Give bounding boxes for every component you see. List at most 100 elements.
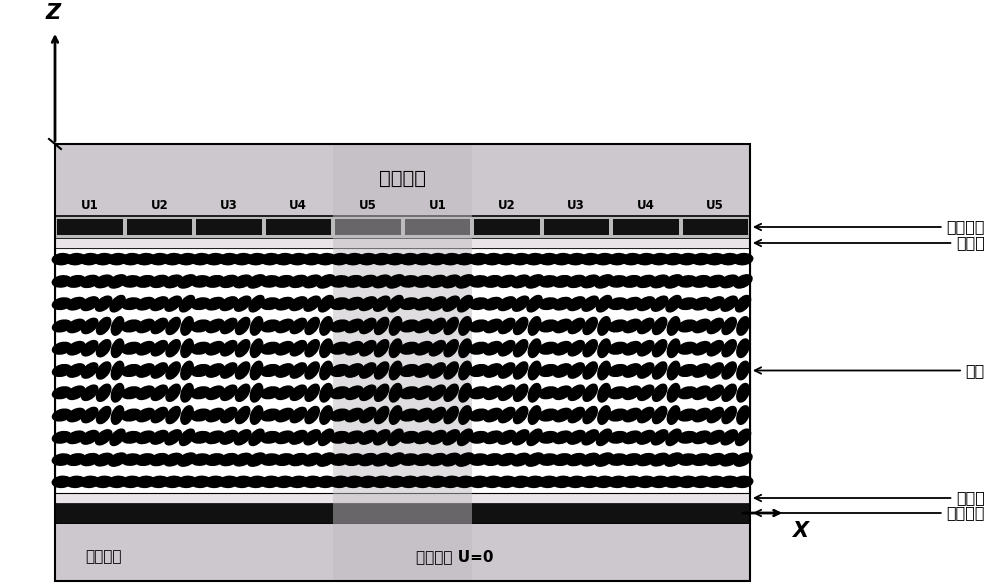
Ellipse shape xyxy=(330,386,350,400)
Ellipse shape xyxy=(706,407,724,424)
Ellipse shape xyxy=(538,386,559,400)
Ellipse shape xyxy=(52,431,72,444)
Ellipse shape xyxy=(733,274,753,289)
Ellipse shape xyxy=(413,297,433,311)
Ellipse shape xyxy=(205,363,224,378)
Ellipse shape xyxy=(483,430,503,444)
Ellipse shape xyxy=(93,253,114,265)
Ellipse shape xyxy=(622,275,642,288)
Ellipse shape xyxy=(497,296,516,311)
Ellipse shape xyxy=(81,340,99,357)
Ellipse shape xyxy=(250,316,263,336)
Ellipse shape xyxy=(374,406,390,424)
Ellipse shape xyxy=(469,253,489,265)
Ellipse shape xyxy=(637,340,655,357)
Text: U4: U4 xyxy=(637,199,655,212)
Ellipse shape xyxy=(80,430,99,445)
Ellipse shape xyxy=(150,362,168,379)
Ellipse shape xyxy=(483,408,502,423)
Ellipse shape xyxy=(705,476,726,488)
Ellipse shape xyxy=(498,384,516,401)
Ellipse shape xyxy=(580,274,600,288)
Ellipse shape xyxy=(469,342,489,355)
Ellipse shape xyxy=(180,383,194,403)
Ellipse shape xyxy=(552,430,572,444)
Ellipse shape xyxy=(553,408,572,423)
Ellipse shape xyxy=(149,453,169,466)
Bar xyxy=(55,523,750,581)
Ellipse shape xyxy=(720,429,738,445)
Ellipse shape xyxy=(260,431,281,444)
Ellipse shape xyxy=(52,253,72,265)
Ellipse shape xyxy=(191,431,211,444)
Ellipse shape xyxy=(66,275,86,288)
Ellipse shape xyxy=(111,338,124,358)
Ellipse shape xyxy=(219,296,238,311)
Ellipse shape xyxy=(66,297,86,311)
Ellipse shape xyxy=(498,362,516,379)
Bar xyxy=(196,219,262,235)
Ellipse shape xyxy=(413,430,433,444)
Ellipse shape xyxy=(302,452,322,466)
Bar xyxy=(55,238,750,248)
Ellipse shape xyxy=(650,452,670,466)
Ellipse shape xyxy=(288,275,308,288)
Ellipse shape xyxy=(260,319,281,333)
Ellipse shape xyxy=(594,452,614,467)
Ellipse shape xyxy=(204,476,225,488)
Ellipse shape xyxy=(399,476,420,488)
Ellipse shape xyxy=(79,476,100,488)
Ellipse shape xyxy=(180,405,194,425)
Ellipse shape xyxy=(177,274,197,289)
Ellipse shape xyxy=(260,453,281,466)
Ellipse shape xyxy=(719,274,739,288)
Ellipse shape xyxy=(330,297,350,310)
Ellipse shape xyxy=(483,453,503,466)
Bar xyxy=(55,144,750,216)
Ellipse shape xyxy=(511,452,531,466)
Ellipse shape xyxy=(386,452,405,467)
Ellipse shape xyxy=(677,453,698,466)
Ellipse shape xyxy=(399,253,420,265)
Ellipse shape xyxy=(651,295,669,312)
Ellipse shape xyxy=(443,339,459,357)
Ellipse shape xyxy=(304,383,320,402)
Ellipse shape xyxy=(330,342,350,355)
Ellipse shape xyxy=(359,362,377,379)
Ellipse shape xyxy=(96,339,112,357)
Text: 公共电极: 公共电极 xyxy=(755,506,985,520)
Ellipse shape xyxy=(219,453,239,466)
Ellipse shape xyxy=(399,342,420,355)
Ellipse shape xyxy=(150,340,168,357)
Ellipse shape xyxy=(94,452,114,466)
Ellipse shape xyxy=(180,360,194,380)
Text: U2: U2 xyxy=(150,199,168,212)
Ellipse shape xyxy=(581,295,599,312)
Ellipse shape xyxy=(706,318,724,335)
Ellipse shape xyxy=(553,341,572,356)
Ellipse shape xyxy=(677,364,698,377)
Ellipse shape xyxy=(219,430,238,445)
Ellipse shape xyxy=(580,452,600,466)
Ellipse shape xyxy=(250,405,263,425)
Ellipse shape xyxy=(399,319,420,333)
Ellipse shape xyxy=(721,339,737,357)
Ellipse shape xyxy=(483,363,502,378)
Ellipse shape xyxy=(513,406,529,424)
Ellipse shape xyxy=(497,453,517,466)
Ellipse shape xyxy=(96,316,112,335)
Ellipse shape xyxy=(52,453,72,466)
Ellipse shape xyxy=(389,360,402,380)
Text: U2: U2 xyxy=(498,199,516,212)
Ellipse shape xyxy=(135,297,155,311)
Ellipse shape xyxy=(385,476,406,488)
Ellipse shape xyxy=(149,275,169,288)
Ellipse shape xyxy=(483,297,503,311)
Bar xyxy=(55,503,750,523)
Ellipse shape xyxy=(498,407,516,424)
Ellipse shape xyxy=(567,340,585,357)
Ellipse shape xyxy=(441,253,462,265)
Ellipse shape xyxy=(553,363,572,378)
Ellipse shape xyxy=(441,274,461,288)
Ellipse shape xyxy=(250,338,263,358)
